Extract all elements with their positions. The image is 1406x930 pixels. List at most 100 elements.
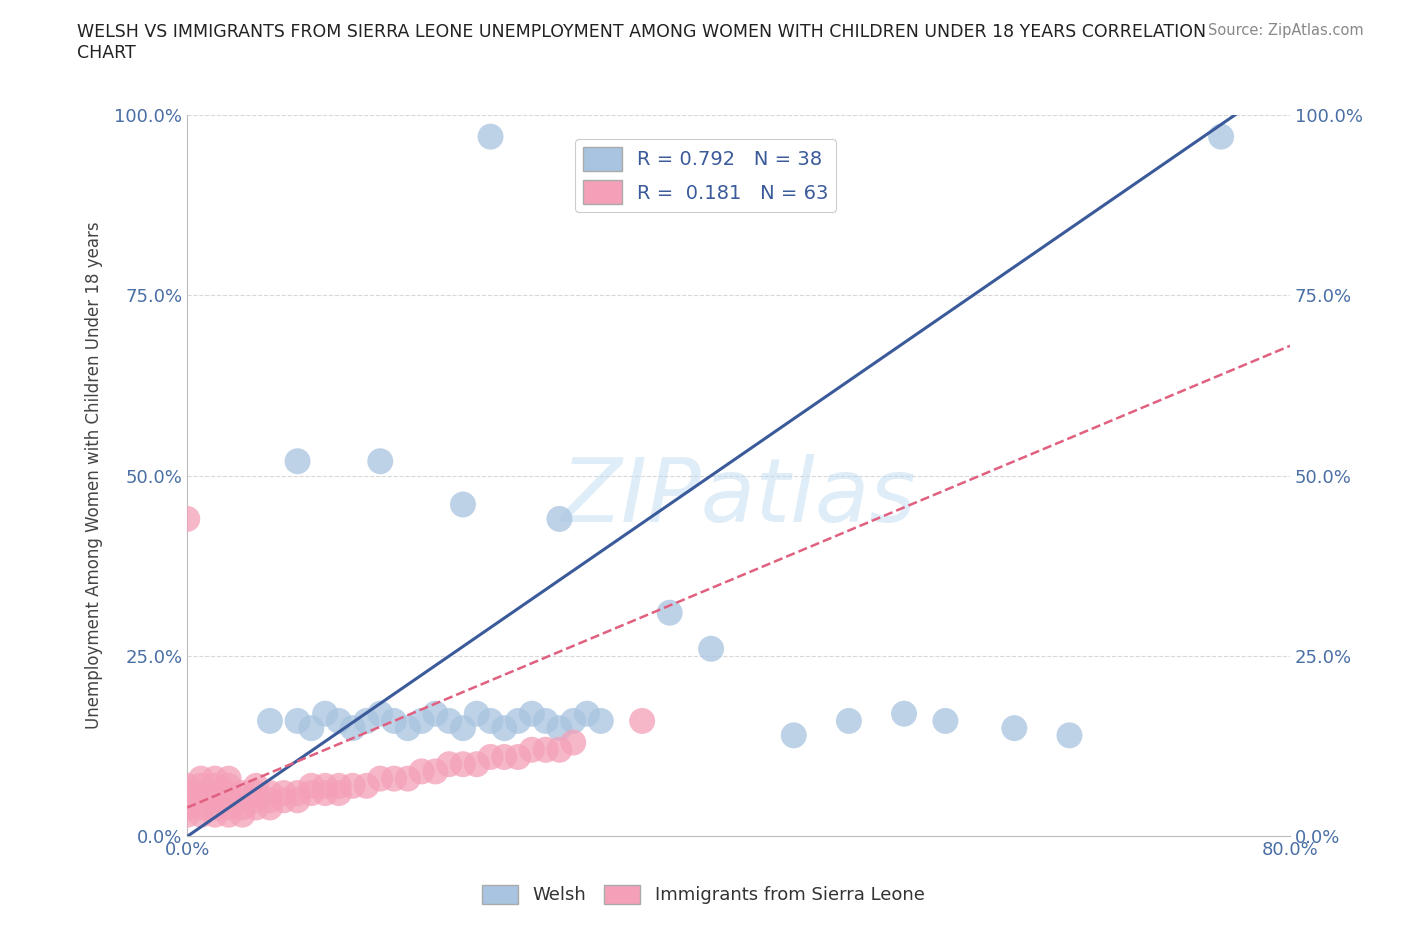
Point bbox=[451, 757, 474, 772]
Point bbox=[548, 721, 571, 736]
Point bbox=[245, 778, 267, 793]
Point bbox=[465, 706, 488, 721]
Point bbox=[314, 786, 336, 801]
Point bbox=[465, 757, 488, 772]
Point bbox=[218, 778, 240, 793]
Point bbox=[576, 706, 599, 721]
Y-axis label: Unemployment Among Women with Children Under 18 years: Unemployment Among Women with Children U… bbox=[86, 222, 103, 729]
Legend: R = 0.792   N = 38, R =  0.181   N = 63: R = 0.792 N = 38, R = 0.181 N = 63 bbox=[575, 140, 837, 212]
Point bbox=[451, 721, 474, 736]
Point bbox=[562, 735, 585, 750]
Point bbox=[218, 793, 240, 808]
Point bbox=[368, 771, 391, 786]
Point bbox=[259, 713, 281, 728]
Point bbox=[190, 807, 212, 822]
Point bbox=[548, 742, 571, 757]
Point bbox=[218, 800, 240, 815]
Text: WELSH VS IMMIGRANTS FROM SIERRA LEONE UNEMPLOYMENT AMONG WOMEN WITH CHILDREN UND: WELSH VS IMMIGRANTS FROM SIERRA LEONE UN… bbox=[77, 23, 1206, 62]
Point bbox=[589, 713, 612, 728]
Point bbox=[631, 713, 654, 728]
Point bbox=[190, 778, 212, 793]
Point bbox=[382, 771, 405, 786]
Point bbox=[934, 713, 956, 728]
Point bbox=[451, 497, 474, 512]
Point bbox=[314, 778, 336, 793]
Point bbox=[356, 778, 378, 793]
Point bbox=[425, 764, 447, 778]
Point bbox=[314, 706, 336, 721]
Point bbox=[204, 786, 226, 801]
Point bbox=[328, 713, 350, 728]
Point bbox=[287, 713, 309, 728]
Point bbox=[245, 786, 267, 801]
Point bbox=[190, 786, 212, 801]
Point bbox=[245, 793, 267, 808]
Point bbox=[204, 807, 226, 822]
Point bbox=[231, 807, 253, 822]
Point bbox=[534, 713, 557, 728]
Point bbox=[479, 129, 502, 144]
Point bbox=[204, 800, 226, 815]
Point bbox=[494, 721, 516, 736]
Point bbox=[356, 713, 378, 728]
Point bbox=[506, 713, 529, 728]
Point bbox=[176, 807, 198, 822]
Point bbox=[273, 786, 295, 801]
Point bbox=[259, 800, 281, 815]
Point bbox=[382, 713, 405, 728]
Point bbox=[396, 721, 419, 736]
Point bbox=[342, 778, 364, 793]
Point bbox=[287, 454, 309, 469]
Point bbox=[287, 786, 309, 801]
Point bbox=[494, 750, 516, 764]
Point bbox=[176, 800, 198, 815]
Point bbox=[204, 771, 226, 786]
Point bbox=[479, 713, 502, 728]
Point bbox=[245, 800, 267, 815]
Point bbox=[176, 786, 198, 801]
Point bbox=[437, 713, 460, 728]
Point bbox=[700, 642, 723, 657]
Point bbox=[176, 778, 198, 793]
Point bbox=[218, 807, 240, 822]
Point bbox=[176, 793, 198, 808]
Point bbox=[190, 800, 212, 815]
Point bbox=[231, 800, 253, 815]
Point bbox=[259, 786, 281, 801]
Point bbox=[520, 742, 543, 757]
Point bbox=[783, 728, 806, 743]
Point bbox=[259, 793, 281, 808]
Point bbox=[658, 605, 681, 620]
Point bbox=[562, 713, 585, 728]
Point bbox=[368, 454, 391, 469]
Point bbox=[299, 786, 322, 801]
Point bbox=[204, 793, 226, 808]
Point bbox=[1002, 721, 1025, 736]
Text: ZIPatlas: ZIPatlas bbox=[561, 455, 917, 540]
Point bbox=[176, 512, 198, 526]
Point bbox=[231, 793, 253, 808]
Point bbox=[342, 721, 364, 736]
Point bbox=[287, 793, 309, 808]
Text: Source: ZipAtlas.com: Source: ZipAtlas.com bbox=[1208, 23, 1364, 38]
Point bbox=[548, 512, 571, 526]
Point bbox=[328, 786, 350, 801]
Point bbox=[204, 778, 226, 793]
Point bbox=[396, 771, 419, 786]
Point bbox=[299, 721, 322, 736]
Point bbox=[190, 793, 212, 808]
Point bbox=[520, 706, 543, 721]
Point bbox=[411, 764, 433, 778]
Point bbox=[893, 706, 915, 721]
Point bbox=[1209, 129, 1232, 144]
Point bbox=[437, 757, 460, 772]
Point bbox=[534, 742, 557, 757]
Legend: Welsh, Immigrants from Sierra Leone: Welsh, Immigrants from Sierra Leone bbox=[474, 878, 932, 911]
Point bbox=[368, 706, 391, 721]
Point bbox=[425, 706, 447, 721]
Point bbox=[411, 713, 433, 728]
Point bbox=[299, 778, 322, 793]
Point bbox=[218, 771, 240, 786]
Point bbox=[328, 778, 350, 793]
Point bbox=[218, 786, 240, 801]
